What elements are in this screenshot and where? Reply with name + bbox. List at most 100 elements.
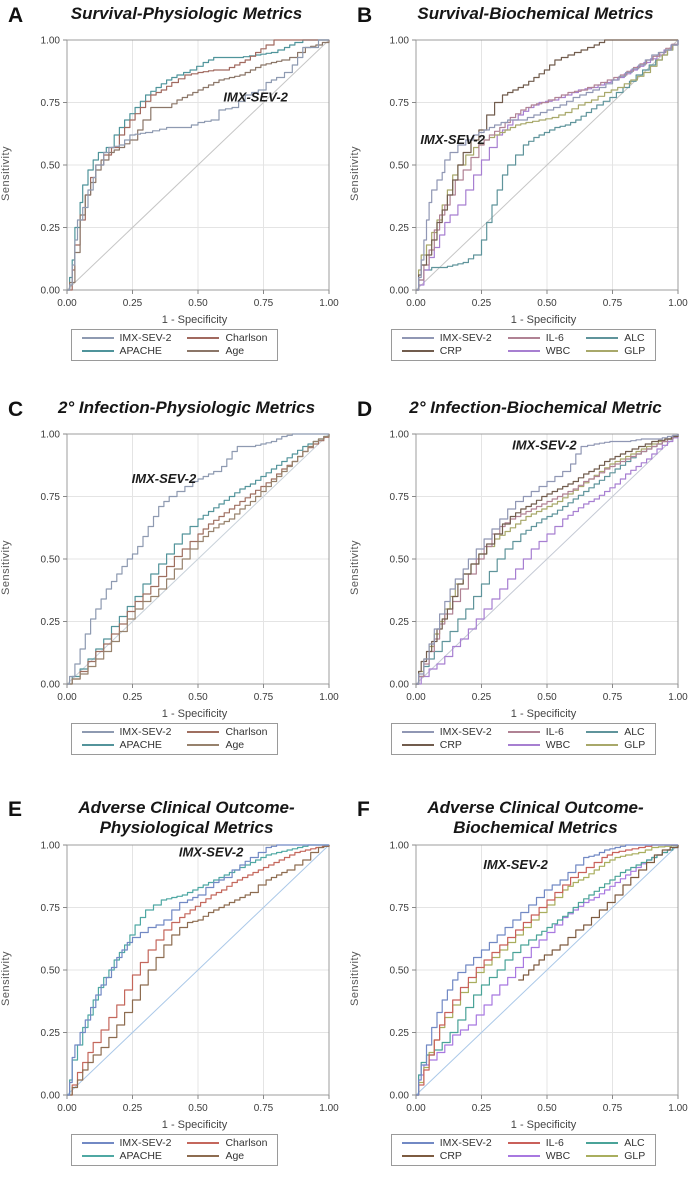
x-tick-label: 0.00	[57, 1103, 77, 1114]
legend-entry: GLP	[586, 345, 645, 357]
plot-area-row: Sensitivity 0.00 0.25 0.50 0.75 1.00 0.00 0.25 0…	[0, 426, 349, 708]
imx-sev-2-annotation: IMX-SEV-2	[512, 437, 577, 452]
legend-entry: WBC	[507, 739, 571, 751]
legend-swatch	[507, 1142, 540, 1145]
roc-curve-alc	[416, 40, 679, 291]
roc-curve-age	[67, 434, 330, 685]
legend-entry: Age	[187, 345, 267, 357]
diagonal-reference-line	[66, 844, 330, 1096]
legend-entry: CRP	[401, 345, 492, 357]
x-tick-label: 1.00	[319, 1103, 339, 1114]
legend-entry: Age	[187, 739, 267, 751]
legend-label: Charlson	[225, 726, 268, 738]
plot-area-row: Sensitivity 0.00 0.25 0.50 0.75 1.00 0.00 0.25 0…	[0, 837, 349, 1119]
legend-label: IMX-SEV-2	[119, 726, 172, 738]
legend-swatch	[507, 350, 540, 352]
panel-title-line: 2° Infection-Physiologic Metrics	[57, 398, 316, 417]
legend-label: IMX-SEV-2	[439, 726, 492, 738]
sensitivity-axis-label: Sensitivity	[349, 950, 361, 1006]
diagonal-reference-line	[66, 39, 330, 291]
legend-swatch	[187, 337, 220, 339]
imx-sev-2-annotation: IMX-SEV-2	[483, 857, 548, 872]
roc-curve-imx-sev-2	[416, 40, 679, 291]
legend-label: Charlson	[225, 1137, 268, 1150]
panel-header: C 2° Infection-Physiologic Metrics	[0, 398, 349, 426]
legend-swatch	[507, 337, 540, 339]
legend-swatch	[401, 744, 434, 746]
legend-entry: IMX-SEV-2	[401, 332, 492, 344]
legend-entry: IL-6	[507, 1137, 571, 1149]
x-tick-label: 0.75	[254, 1103, 274, 1114]
legend-swatch	[81, 350, 114, 352]
legend-label: Age	[225, 739, 245, 751]
roc-curve-alc	[416, 845, 679, 1096]
legend-swatch	[81, 1142, 114, 1145]
legend-entry: Charlson	[187, 332, 267, 344]
specificity-axis-label: 1 - Specificity	[510, 708, 577, 720]
x-tick-label: 0.25	[472, 692, 492, 703]
panel-d: D 2° Infection-Biochemical Metric Sensitiv…	[349, 394, 698, 794]
y-tick-label: 0.25	[41, 617, 61, 628]
y-tick-label: 0.25	[390, 1028, 410, 1039]
x-tick-label: 1.00	[319, 298, 339, 309]
y-tick-label: 0.25	[41, 223, 61, 234]
legend-label: WBC	[545, 345, 571, 357]
legend-entry: Charlson	[187, 1137, 267, 1149]
roc-curve-imx-sev-2	[416, 844, 678, 1096]
legend-label: ALC	[624, 332, 645, 344]
imx-sev-2-annotation: IMX-SEV-2	[420, 132, 485, 147]
specificity-axis-label: 1 - Specificity	[510, 314, 577, 326]
x-tick-label: 0.25	[472, 1103, 492, 1114]
panel-f: F Adverse Clinical Outcome- Biochemical Me…	[349, 794, 698, 1200]
specificity-axis-label: 1 - Specificity	[161, 314, 228, 326]
legend-label: CRP	[439, 739, 462, 751]
imx-sev-2-annotation: IMX-SEV-2	[223, 90, 288, 105]
panel-title: Survival-Biochemical Metrics	[379, 4, 692, 24]
panel-c: C 2° Infection-Physiologic Metrics Sensiti…	[0, 394, 349, 794]
legend-entry: APACHE	[81, 345, 172, 357]
legend-label: WBC	[545, 739, 571, 751]
legend-swatch	[401, 1155, 434, 1158]
sensitivity-axis-label: Sensitivity	[0, 145, 12, 201]
legend-swatch	[507, 1155, 540, 1158]
legend-label: GLP	[624, 345, 646, 357]
legend-entry: WBC	[507, 1150, 570, 1162]
legend-label: CRP	[439, 345, 462, 357]
legend: IMX-SEV-2 IL-6 ALC CRP WBC GLP	[390, 723, 657, 755]
roc-curve-imx-sev-2	[67, 433, 329, 685]
x-tick-label: 0.75	[603, 692, 623, 703]
legend: IMX-SEV-2 Charlson APACHE Age	[70, 1134, 279, 1167]
legend: IMX-SEV-2 Charlson APACHE Age	[70, 329, 279, 361]
legend-swatch	[586, 731, 619, 733]
legend-label: GLP	[624, 739, 646, 751]
x-tick-label: 1.00	[668, 1103, 688, 1114]
x-tick-label: 0.50	[188, 298, 208, 309]
legend-entry: WBC	[507, 345, 571, 357]
roc-plot: 0.00 0.25 0.50 0.75 1.00 0.00 0.25 0.50 0.75 1.00…	[41, 430, 340, 704]
legend-swatch	[507, 731, 540, 733]
legend-label: IMX-SEV-2	[439, 1137, 492, 1150]
legend-entry: Age	[187, 1150, 267, 1162]
legend-swatch	[187, 1155, 220, 1158]
x-tick-label: 0.50	[537, 1103, 557, 1114]
roc-curve-il-6	[416, 844, 678, 1096]
panel-letter: C	[8, 398, 24, 421]
roc-curve-crp	[416, 39, 678, 291]
panel-b: B Survival-Biochemical Metrics Sensitivity…	[349, 0, 698, 394]
roc-curve-charlson	[67, 845, 330, 1096]
panel-header: A Survival-Physiologic Metrics	[0, 4, 349, 32]
panel-title-line: Biochemical Metrics	[453, 817, 618, 837]
legend-label: GLP	[624, 1150, 646, 1163]
legend: IMX-SEV-2 IL-6 ALC CRP WBC GLP	[390, 1134, 657, 1167]
legend-entry: IMX-SEV-2	[401, 1137, 492, 1150]
y-tick-label: 0.50	[390, 161, 410, 172]
roc-curve-apache	[67, 39, 329, 291]
panel-title-line: 2° Infection-Biochemical Metric	[409, 398, 662, 417]
panel-e: E Adverse Clinical Outcome- Physiological …	[0, 794, 349, 1200]
x-tick-label: 0.50	[188, 1103, 208, 1114]
x-tick-label: 1.00	[668, 692, 688, 703]
roc-plot: 0.00 0.25 0.50 0.75 1.00 0.00 0.25 0.50 0.75 1.00…	[41, 36, 340, 310]
y-tick-label: 0.25	[390, 617, 410, 628]
panel-title: 2° Infection-Biochemical Metric	[379, 398, 692, 418]
legend-label: Age	[225, 1150, 245, 1163]
